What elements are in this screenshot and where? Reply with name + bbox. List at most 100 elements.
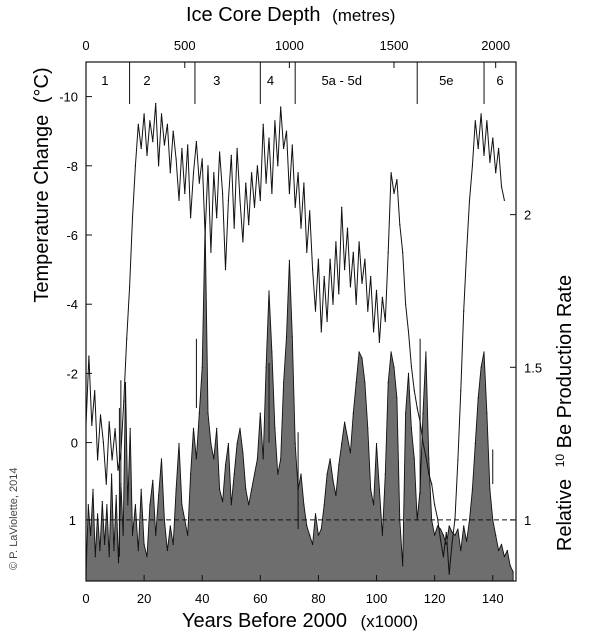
top-axis-title-text: Ice Core Depth [186,4,321,26]
be10-point-103 [373,504,375,506]
be10-point-125 [437,525,439,527]
period-label-2: 3 [213,73,220,88]
temperature-point-93 [355,303,357,305]
be10-point-143 [489,488,491,490]
temperature-point-33 [181,147,183,150]
temperature-point-133 [471,165,473,167]
be10-point-124 [434,534,436,536]
temperature-point-112 [410,365,412,368]
top-axis-title-unit: (metres) [332,6,395,25]
temperature-point-51 [233,227,235,229]
be10-point-24 [143,543,145,546]
be10-point-30 [160,458,163,460]
temperature-point-144 [503,199,505,201]
temperature-point-78 [312,269,314,271]
temperature-point-52 [236,147,238,150]
be10-point-111 [396,397,398,399]
temperature-point-130 [463,310,465,312]
be10-point-58 [242,452,244,454]
be10-point-102 [370,488,372,490]
be10-point-121 [425,351,427,353]
y-left-axis-title-unit: (°C) [31,67,53,103]
be10-point-139 [477,397,479,399]
be10-point-145 [495,534,497,536]
be10-point-140 [480,366,482,368]
temperature-point-63 [268,137,270,139]
x-axis-title-text: Years Before 2000 [182,610,347,632]
be10-point-43 [198,412,200,414]
be10-point-92 [341,443,343,445]
temperature-point-70 [288,192,290,195]
y-left-axis-title: Temperature Change (°C) [31,67,53,302]
period-label-4: 5a - 5d [321,73,361,88]
temperature-tick-label-1: -8 [66,159,78,174]
temperature-point-103 [384,320,386,323]
be10-point-22 [137,549,139,552]
be10-point-138 [474,443,476,445]
temperature-point-124 [445,532,447,534]
temperature-tick-label-4: -2 [66,366,78,381]
temperature-point-55 [245,182,247,184]
be10-point-79 [303,504,305,506]
be10-point-36 [178,443,180,445]
temperature-point-3 [94,390,96,392]
temperature-point-121 [437,518,439,520]
temperature-point-7 [105,483,107,485]
temperature-tick-label-3: -4 [66,297,78,312]
temperature-point-73 [297,172,299,174]
y-right-axis-title-sup: 10 [553,454,567,468]
top-axis-title: Ice Core Depth (metres) [186,4,395,26]
be10-point-120 [422,412,424,414]
be10-point-105 [378,488,380,490]
temperature-point-16 [131,217,134,219]
temperature-point-113 [413,390,415,392]
temperature-point-17 [134,165,136,167]
temperature-point-54 [242,241,244,243]
be10-point-37 [181,504,183,506]
be10-point-89 [332,479,334,481]
temperature-point-126 [451,542,453,544]
temperature-point-65 [274,120,276,122]
be10-point-71 [280,458,282,460]
depth-tick-label-2: 1000 [275,38,304,53]
temperature-point-62 [265,182,267,184]
temperature-point-134 [474,120,476,122]
temperature-point-138 [486,120,488,122]
be10-point-61 [251,488,253,490]
be10-point-9 [106,504,108,506]
be10-point-54 [230,504,232,506]
be10-point-136 [468,519,471,521]
x-tick-label-5: 100 [366,591,388,606]
period-label-6: 6 [496,73,503,88]
be10-point-82 [312,543,314,546]
temperature-point-27 [163,144,165,146]
be10-point-56 [236,443,238,445]
temperature-point-56 [248,224,250,226]
be10-tick-label-0: 1 [524,513,531,528]
be10-point-1 [87,504,89,506]
be10-point-50 [219,488,221,490]
be10-point-109 [390,351,392,353]
be10-point-107 [384,473,386,475]
be10-point-122 [428,458,430,460]
be10-point-127 [442,534,444,536]
temperature-point-85 [332,303,334,305]
be10-point-116 [410,427,412,429]
period-label-3: 4 [267,73,274,88]
be10-point-69 [274,427,276,429]
be10-point-4 [94,556,96,558]
be10-point-16 [122,534,124,536]
temperature-point-41 [204,234,206,236]
be10-point-46 [207,412,209,414]
temperature-point-100 [375,289,378,291]
temperature-point-23 [152,141,154,143]
depth-tick-label-0: 0 [82,38,89,53]
be10-point-115 [407,372,410,374]
temperature-point-20 [143,113,145,115]
temperature-point-68 [283,147,285,150]
x-tick-label-6: 120 [424,591,446,606]
temperature-point-140 [492,137,494,139]
be10-point-147 [500,543,503,546]
temperature-point-89 [344,269,346,271]
